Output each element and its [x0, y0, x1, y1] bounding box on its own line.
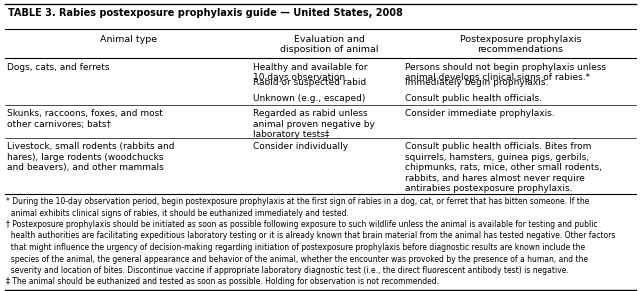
Text: Persons should not begin prophylaxis unless
animal develops clinical signs of ra: Persons should not begin prophylaxis unl…	[405, 63, 606, 82]
Text: Immediately begin prophylaxis.: Immediately begin prophylaxis.	[405, 78, 548, 87]
Text: * During the 10-day observation period, begin postexposure prophylaxis at the fi: * During the 10-day observation period, …	[6, 197, 589, 206]
Text: Skunks, raccoons, foxes, and most
other carnivores; bats†: Skunks, raccoons, foxes, and most other …	[7, 109, 163, 129]
Text: Unknown (e.g., escaped): Unknown (e.g., escaped)	[253, 94, 365, 103]
Text: Rabid or suspected rabid: Rabid or suspected rabid	[253, 78, 366, 87]
Text: ‡ The animal should be euthanized and tested as soon as possible. Holding for ob: ‡ The animal should be euthanized and te…	[6, 278, 439, 287]
Text: Dogs, cats, and ferrets: Dogs, cats, and ferrets	[7, 63, 110, 72]
Text: † Postexposure prophylaxis should be initiated as soon as possible following exp: † Postexposure prophylaxis should be ini…	[6, 220, 597, 229]
Text: Consider immediate prophylaxis.: Consider immediate prophylaxis.	[405, 109, 554, 118]
Text: that might influence the urgency of decision-making regarding initiation of post: that might influence the urgency of deci…	[6, 243, 585, 252]
Text: Livestock, small rodents (rabbits and
hares), large rodents (woodchucks
and beav: Livestock, small rodents (rabbits and ha…	[7, 143, 174, 172]
Text: Consider individually: Consider individually	[253, 143, 348, 151]
Text: Consult public health officials.: Consult public health officials.	[405, 94, 542, 103]
Text: Consult public health officials. Bites from
squirrels, hamsters, guinea pigs, ge: Consult public health officials. Bites f…	[405, 143, 602, 193]
Text: Regarded as rabid unless
animal proven negative by
laboratory tests‡: Regarded as rabid unless animal proven n…	[253, 109, 375, 139]
Text: species of the animal, the general appearance and behavior of the animal, whethe: species of the animal, the general appea…	[6, 255, 588, 263]
Text: severity and location of bites. Discontinue vaccine if appropriate laboratory di: severity and location of bites. Disconti…	[6, 266, 569, 275]
Text: Healthy and available for
10 days observation: Healthy and available for 10 days observ…	[253, 63, 367, 82]
Text: Postexposure prophylaxis
recommendations: Postexposure prophylaxis recommendations	[460, 35, 581, 54]
Text: TABLE 3. Rabies postexposure prophylaxis guide — United States, 2008: TABLE 3. Rabies postexposure prophylaxis…	[8, 8, 403, 18]
Text: animal exhibits clinical signs of rabies, it should be euthanized immediately an: animal exhibits clinical signs of rabies…	[6, 208, 349, 217]
Text: health authorities are facilitating expeditious laboratory testing or it is alre: health authorities are facilitating expe…	[6, 232, 615, 240]
Text: Animal type: Animal type	[101, 35, 158, 43]
Text: Evaluation and
disposition of animal: Evaluation and disposition of animal	[279, 35, 378, 54]
